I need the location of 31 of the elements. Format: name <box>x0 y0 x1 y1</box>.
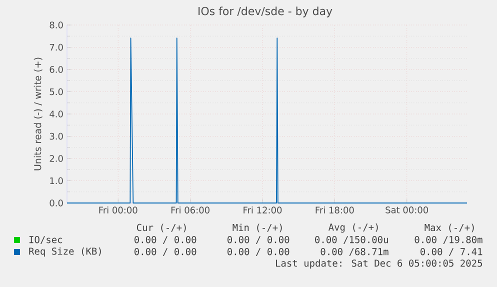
chart-title: IOs for /dev/sde - by day <box>198 6 332 18</box>
text: Max (-/+) <box>424 224 474 232</box>
y-tick-label: 3.0 <box>50 132 63 140</box>
text: Avg (-/+) <box>328 223 378 233</box>
y-tick-label: 2.0 <box>50 155 63 162</box>
text: 0.00 / 7.41 <box>420 248 482 256</box>
text: Min (-/+) <box>232 224 282 232</box>
y-tick-label: 1.0 <box>50 177 63 184</box>
x-tick-label: Fri 12:00 <box>244 206 282 214</box>
text: Last update: Sat Dec 6 05:00:05 2025 <box>276 259 482 269</box>
text: 0.00 /68.71m <box>320 248 388 256</box>
y-tick-label: 7.0 <box>50 44 63 51</box>
text: 0.00 / 0.00 <box>134 236 196 244</box>
text: 0.00 /150.00u <box>315 236 388 244</box>
y-tick-label: 6.0 <box>50 66 63 73</box>
y-tick-label: 0.0 <box>50 200 63 206</box>
x-tick-label: Fri 18:00 <box>316 206 354 214</box>
legend-label: Req Size (KB) <box>29 247 101 257</box>
x-tick-label: Fri 00:00 <box>99 206 138 214</box>
y-axis-title: Units read (-) / write (+) <box>34 58 42 170</box>
legend-label: IO/sec <box>29 236 62 244</box>
text: 0.00 / 0.00 <box>134 248 196 256</box>
x-tick-label: Fri 06:00 <box>171 206 210 214</box>
y-tick-label: 4.0 <box>50 110 63 118</box>
text: 0.00 /19.80m <box>414 236 482 244</box>
text: 0.00 / 0.00 <box>228 236 290 244</box>
x-tick-label: Sat 00:00 <box>386 206 428 214</box>
y-tick-label: 5.0 <box>50 88 63 96</box>
text: 0.00 / 0.00 <box>228 248 290 256</box>
y-tick-label: 8.0 <box>50 22 63 28</box>
text: Cur (-/+) <box>136 224 186 232</box>
